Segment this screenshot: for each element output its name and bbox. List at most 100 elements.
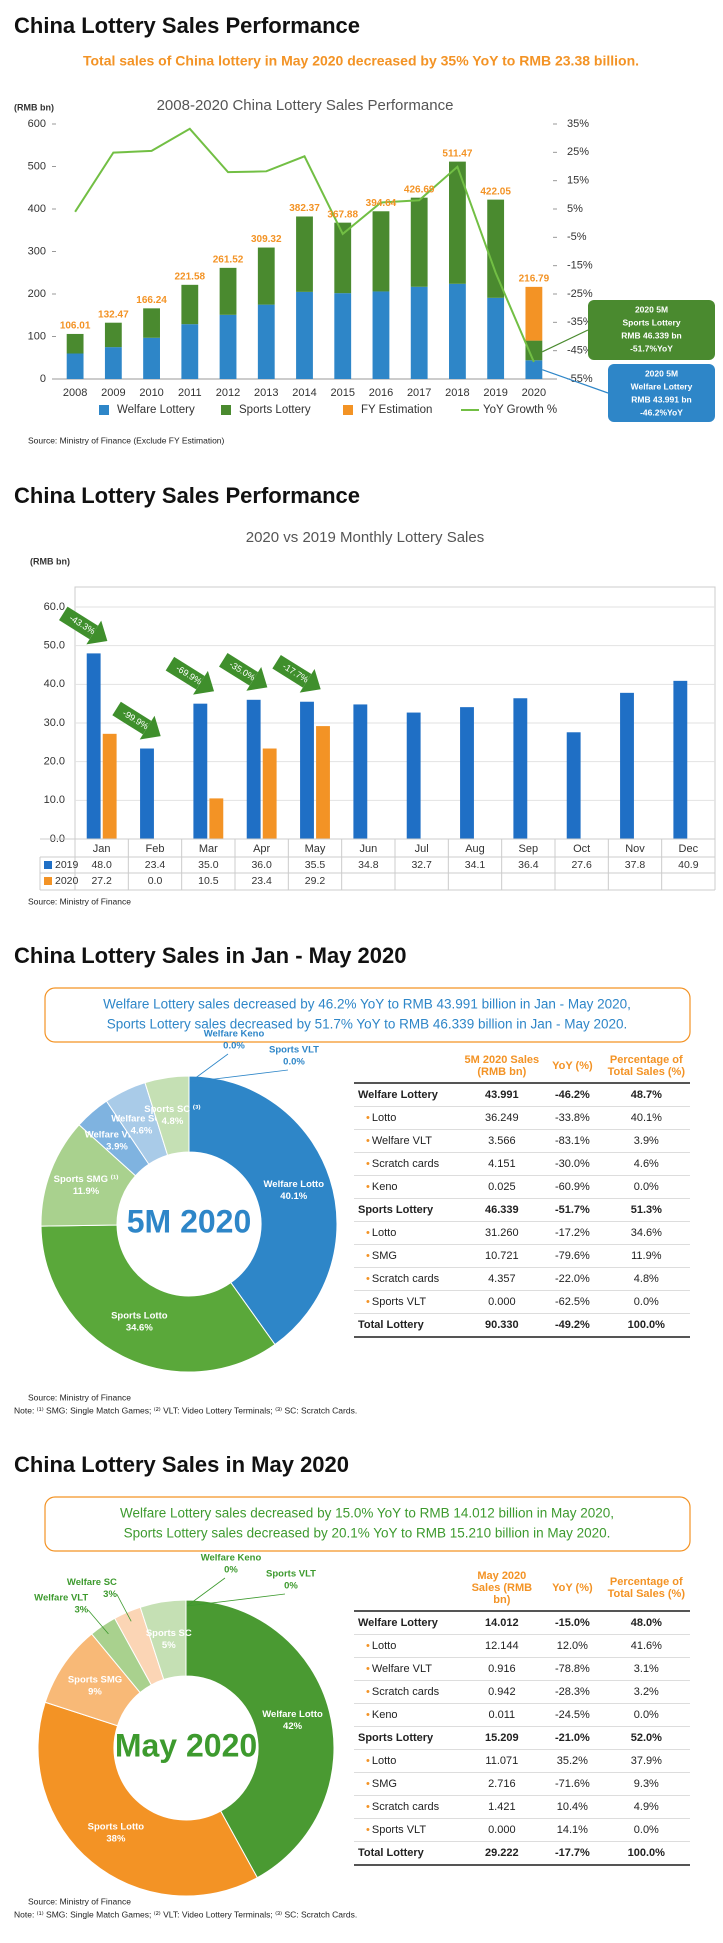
x-tick-label: Aug xyxy=(465,843,485,855)
cell: -22.0% xyxy=(542,1267,603,1291)
slice-name: Welfare SC xyxy=(67,1577,117,1588)
bar-segment xyxy=(410,197,428,287)
cell: SMG xyxy=(354,1244,462,1268)
slice-value: 5% xyxy=(162,1640,176,1651)
bar xyxy=(460,707,474,839)
section-title: China Lottery Sales Performance xyxy=(14,13,360,38)
slice-value: 0.0% xyxy=(283,1057,305,1068)
cell: -15.0% xyxy=(542,1611,603,1635)
cell: -79.6% xyxy=(542,1244,603,1268)
y-tick-label: 200 xyxy=(28,288,46,300)
slice-value: 0% xyxy=(224,1565,238,1576)
annotation-leader xyxy=(542,329,589,353)
bar-segment xyxy=(181,324,199,379)
donut-slice xyxy=(139,1599,187,1681)
y-tick-label: 50.0 xyxy=(44,640,65,652)
bar-segment xyxy=(143,337,160,379)
source: Source: Ministry of Finance xyxy=(28,896,131,906)
cell: 0.0% xyxy=(602,1703,690,1727)
bar xyxy=(140,748,154,839)
table-value: 34.1 xyxy=(465,859,486,871)
header-cell: 5M 2020 Sales (RMB bn) xyxy=(461,1050,543,1084)
table: 5M 2020 Sales (RMB bn) YoY (%) Percentage … xyxy=(354,1050,690,1338)
annotation-text: Sports Lottery xyxy=(622,317,680,327)
donut-slice xyxy=(185,1599,335,1879)
cell: Lotto xyxy=(354,1749,462,1773)
cell: Welfare VLT xyxy=(354,1657,462,1681)
table-value: 35.5 xyxy=(305,859,326,871)
slice-value: 40.1% xyxy=(280,1191,307,1202)
x-tick-label: 2016 xyxy=(369,387,393,399)
legend-swatch xyxy=(343,405,353,415)
x-tick-label: Mar xyxy=(199,843,218,855)
cell: -24.5% xyxy=(542,1703,603,1727)
slice-name: Sports VLT xyxy=(269,1045,319,1056)
y-tick-label: 60.0 xyxy=(44,601,65,613)
plot-frame xyxy=(74,586,716,840)
cell: 4.6% xyxy=(602,1152,690,1176)
leader-line xyxy=(116,1594,132,1622)
arrow-head xyxy=(246,667,268,691)
cell: 0.942 xyxy=(461,1680,543,1704)
cell: 51.3% xyxy=(602,1198,690,1222)
bar-segment xyxy=(143,308,160,338)
x-tick-label: 2014 xyxy=(292,387,316,399)
slice-value: 3.9% xyxy=(106,1141,128,1152)
section-title: China Lottery Sales in May 2020 xyxy=(14,1452,349,1477)
cell: 9.3% xyxy=(602,1772,690,1796)
bar-segment xyxy=(219,267,237,315)
y-tick-label: 100 xyxy=(28,330,46,342)
cell: Scratch cards xyxy=(354,1152,462,1176)
group-row: Total Lottery 29.222 -17.7% 100.0% xyxy=(354,1841,690,1866)
donut-slice xyxy=(37,1701,258,1897)
slice-value: 11.9% xyxy=(73,1186,100,1197)
donut-center-label: 5M 2020 xyxy=(127,1203,252,1239)
cell: 12.144 xyxy=(461,1634,543,1658)
annotation-text: RMB 43.991 bn xyxy=(631,394,691,404)
x-tick-label: 2018 xyxy=(445,387,469,399)
bar-segment xyxy=(372,211,390,292)
slice-value: 0% xyxy=(284,1581,298,1592)
cell: -78.8% xyxy=(542,1657,603,1681)
x-tick-label: 2013 xyxy=(254,387,278,399)
note: Note: ⁽¹⁾ SMG: Single Match Games; ⁽²⁾ V… xyxy=(14,1405,357,1415)
bar xyxy=(316,726,330,839)
slice-value: 3% xyxy=(103,1589,117,1600)
bar-segment xyxy=(104,347,122,379)
cell: 0.011 xyxy=(461,1703,543,1727)
x-tick-label: May xyxy=(305,843,326,855)
cell: -71.6% xyxy=(542,1772,603,1796)
cell: 14.1% xyxy=(542,1818,603,1842)
bar-segment xyxy=(525,340,543,361)
section-title: China Lottery Sales Performance xyxy=(14,483,360,508)
slice-name: Welfare Lotto xyxy=(263,1179,324,1190)
cell: 0.025 xyxy=(461,1175,543,1199)
cell: 1.421 xyxy=(461,1795,543,1819)
callout-line: Welfare Lottery sales decreased by 15.0%… xyxy=(120,1506,614,1521)
bar xyxy=(262,748,277,839)
annotation-text: -46.2%YoY xyxy=(640,407,683,417)
arrow-head xyxy=(299,668,321,693)
donut-slice xyxy=(40,1224,276,1373)
cell: Lotto xyxy=(354,1634,462,1658)
y-axis-label: (RMB bn) xyxy=(14,102,54,112)
sales-table: May 2020 Sales (RMB bn) YoY (%) Percentage… xyxy=(354,1566,690,1866)
bar-segment xyxy=(487,297,505,379)
cell: -60.9% xyxy=(542,1175,603,1199)
x-tick-label: Apr xyxy=(253,843,270,855)
bar xyxy=(566,732,581,839)
source: Source: Ministry of Finance xyxy=(28,1896,131,1906)
cell: 4.151 xyxy=(461,1152,543,1176)
cell: 4.357 xyxy=(461,1267,543,1291)
cell: Sports VLT xyxy=(354,1290,462,1314)
annotation-box xyxy=(608,364,715,422)
legend-label: FY Estimation xyxy=(361,404,432,416)
y2-tick-label: -15% xyxy=(567,260,593,272)
